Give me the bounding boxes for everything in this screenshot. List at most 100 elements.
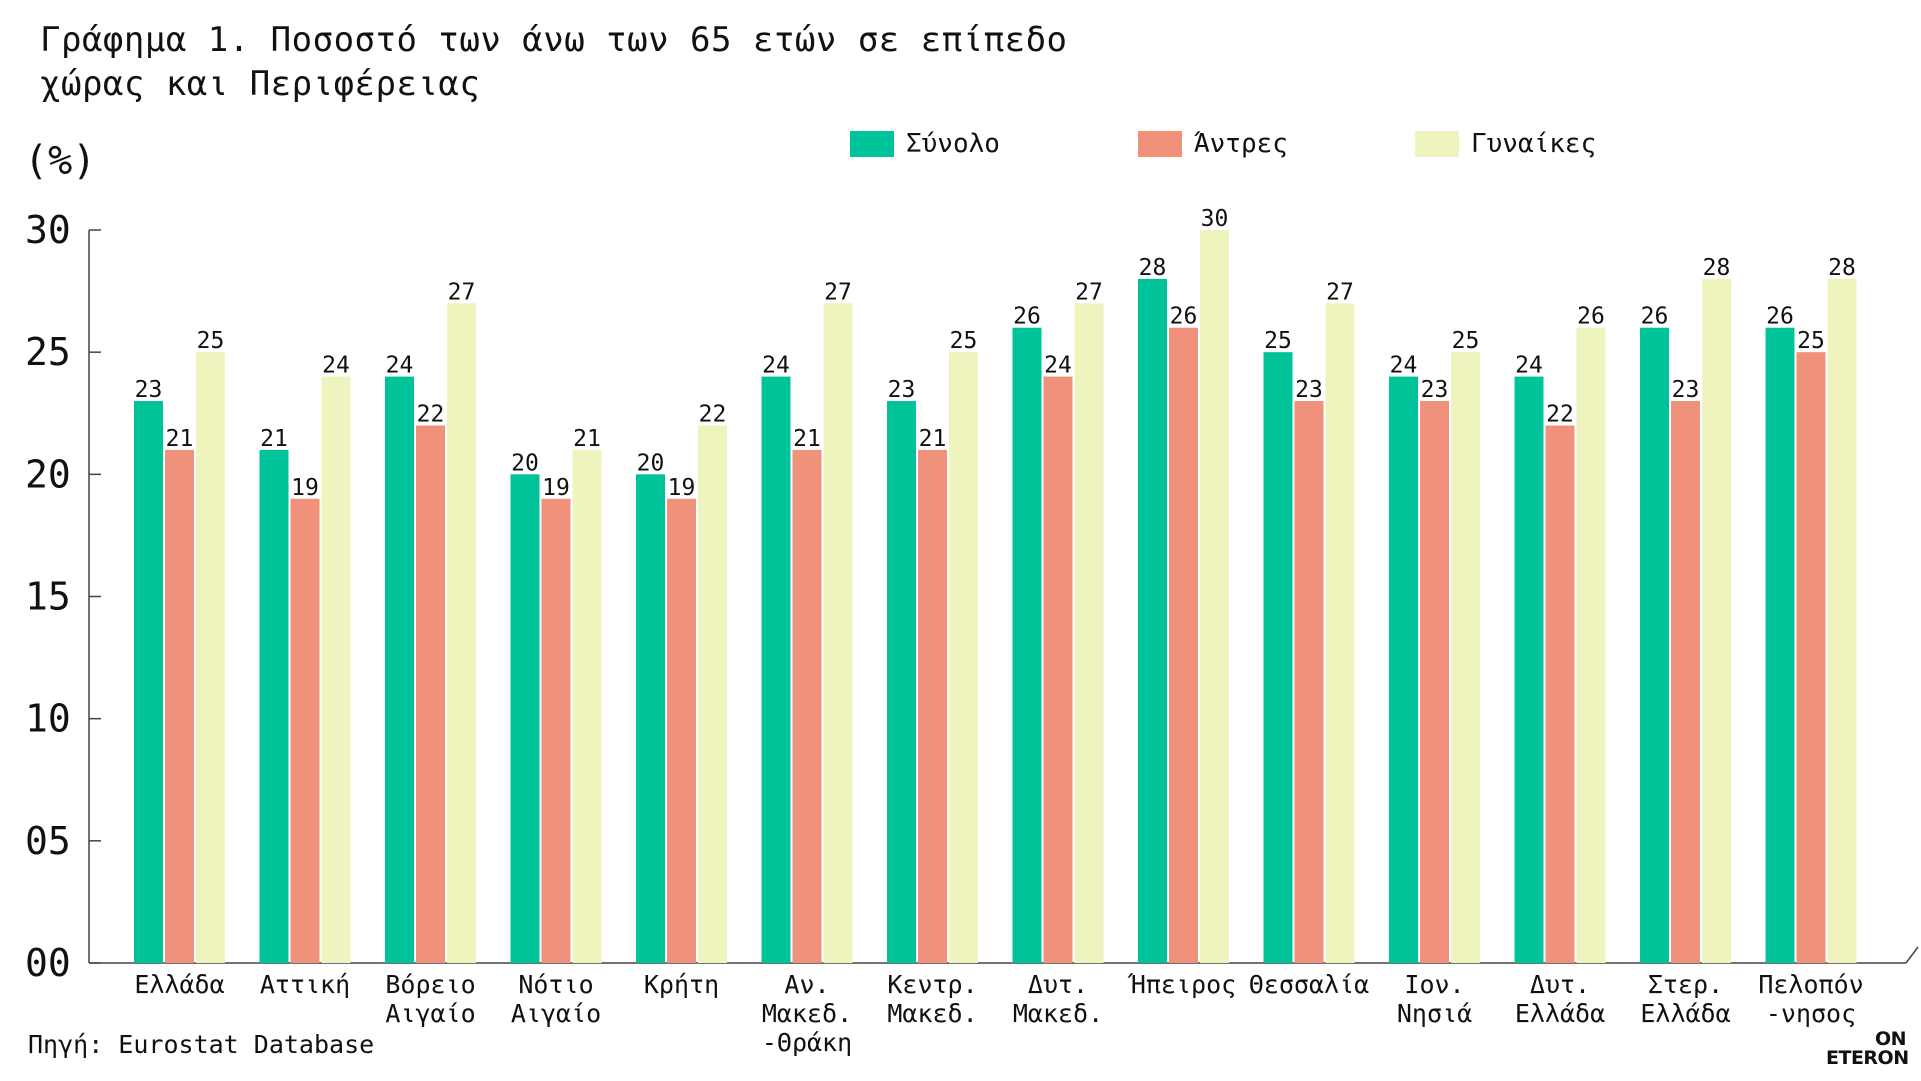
legend-label-men: Άντρες xyxy=(1194,129,1288,159)
data-label-4-0: 20 xyxy=(637,450,665,476)
bar-12-0 xyxy=(1640,327,1669,963)
bar-13-2 xyxy=(1827,278,1857,963)
data-label-9-1: 23 xyxy=(1295,377,1323,403)
category-label-4-0: Κρήτη xyxy=(644,970,719,999)
y-axis-unit-label: (%) xyxy=(24,138,97,184)
legend-label-total: Σύνολο xyxy=(906,129,1000,159)
bar-5-0 xyxy=(761,376,791,964)
data-label-10-2: 25 xyxy=(1452,328,1480,354)
legend-swatch-women xyxy=(1415,131,1459,157)
bar-1-0 xyxy=(259,449,289,963)
bar-10-1 xyxy=(1420,401,1449,963)
category-label-0-0: Ελλάδα xyxy=(134,970,224,999)
category-label-5-1: Μακεδ. xyxy=(762,999,852,1028)
bar-7-1 xyxy=(1043,376,1073,964)
data-label-2-2: 27 xyxy=(448,279,476,305)
legend-label-women: Γυναίκες xyxy=(1471,129,1597,159)
bar-12-1 xyxy=(1671,401,1700,963)
data-label-8-1: 26 xyxy=(1170,304,1198,330)
chart-title-line-1: Γράφημα 1. Ποσοστό των άνω των 65 ετών σ… xyxy=(40,20,1068,60)
data-label-12-2: 28 xyxy=(1703,255,1731,281)
legend: Σύνολο Άντρες Γυναίκες xyxy=(0,126,1921,166)
bar-13-1 xyxy=(1796,352,1826,964)
legend-swatch-men xyxy=(1138,131,1182,157)
data-label-12-0: 26 xyxy=(1641,304,1669,330)
data-label-8-0: 28 xyxy=(1139,255,1167,281)
data-label-7-2: 27 xyxy=(1075,279,1103,305)
y-tick-label-6: 30 xyxy=(25,208,71,252)
bar-5-1 xyxy=(792,449,822,963)
bar-11-2 xyxy=(1576,327,1606,963)
bar-3-2 xyxy=(572,449,602,963)
data-label-4-1: 19 xyxy=(668,475,696,501)
category-label-6-0: Κεντρ. xyxy=(887,970,977,999)
category-label-13-0: Πελοπόν xyxy=(1758,970,1863,999)
data-label-6-2: 25 xyxy=(950,328,978,354)
legend-item-men: Άντρες xyxy=(1138,126,1288,162)
bar-2-1 xyxy=(416,425,445,963)
bar-0-0 xyxy=(134,401,163,963)
bar-11-1 xyxy=(1545,425,1575,963)
data-label-3-1: 19 xyxy=(542,475,570,501)
bar-7-2 xyxy=(1074,303,1104,963)
data-label-0-0: 23 xyxy=(135,377,163,403)
bar-1-1 xyxy=(290,498,320,963)
data-label-11-0: 24 xyxy=(1515,353,1543,379)
category-label-1-0: Αττική xyxy=(260,970,350,999)
chart-title: Γράφημα 1. Ποσοστό των άνω των 65 ετών σ… xyxy=(40,18,1068,106)
data-label-7-1: 24 xyxy=(1044,353,1072,379)
bar-8-0 xyxy=(1138,278,1167,963)
legend-item-total: Σύνολο xyxy=(850,126,1000,162)
data-label-13-2: 28 xyxy=(1828,255,1856,281)
bar-10-2 xyxy=(1451,352,1480,964)
source-note: Πηγή: Eurostat Database xyxy=(28,1030,375,1059)
data-label-5-0: 24 xyxy=(762,353,790,379)
bar-3-0 xyxy=(510,474,540,963)
bar-6-0 xyxy=(887,401,916,963)
data-label-0-1: 21 xyxy=(166,426,194,452)
category-label-10-1: Νησιά xyxy=(1397,999,1472,1028)
bar-2-0 xyxy=(385,376,414,964)
bar-12-2 xyxy=(1702,278,1731,963)
data-label-13-1: 25 xyxy=(1797,328,1825,354)
category-label-3-0: Νότιο xyxy=(518,970,593,999)
data-label-10-1: 23 xyxy=(1421,377,1449,403)
x-axis-end-mark xyxy=(1905,946,1919,964)
category-label-3-1: Αιγαίο xyxy=(511,999,601,1028)
bar-9-0 xyxy=(1263,352,1293,964)
data-label-11-1: 22 xyxy=(1546,401,1574,427)
bar-9-1 xyxy=(1294,401,1324,963)
bar-10-0 xyxy=(1389,376,1418,964)
data-label-5-1: 21 xyxy=(793,426,821,452)
data-label-5-2: 27 xyxy=(824,279,852,305)
y-tick-label-0: 00 xyxy=(25,941,71,985)
data-label-0-2: 25 xyxy=(197,328,225,354)
bar-11-0 xyxy=(1514,376,1544,964)
category-label-12-1: Ελλάδα xyxy=(1640,999,1730,1028)
category-label-7-1: Μακεδ. xyxy=(1013,999,1103,1028)
bar-13-0 xyxy=(1765,327,1795,963)
data-label-2-0: 24 xyxy=(386,353,414,379)
category-label-9-0: Θεσσαλία xyxy=(1249,970,1369,999)
data-label-9-2: 27 xyxy=(1326,279,1354,305)
chart-title-line-2: χώρας και Περιφέρειας xyxy=(40,64,481,104)
category-label-11-0: Δυτ. xyxy=(1530,970,1590,999)
y-tick-label-3: 15 xyxy=(25,575,71,619)
bar-8-1 xyxy=(1169,327,1198,963)
bar-3-1 xyxy=(541,498,571,963)
bar-6-1 xyxy=(918,449,947,963)
data-label-1-1: 19 xyxy=(291,475,319,501)
data-label-13-0: 26 xyxy=(1766,304,1794,330)
category-label-6-1: Μακεδ. xyxy=(887,999,977,1028)
category-label-5-0: Αν. xyxy=(784,970,829,999)
data-label-1-2: 24 xyxy=(322,353,350,379)
bar-0-1 xyxy=(165,449,194,963)
logo-line-1: ON xyxy=(1874,1028,1907,1050)
bar-9-2 xyxy=(1325,303,1355,963)
legend-swatch-total xyxy=(850,131,894,157)
category-label-5-2: -Θράκη xyxy=(762,1028,852,1057)
category-label-7-0: Δυτ. xyxy=(1028,970,1088,999)
data-label-2-1: 22 xyxy=(417,401,445,427)
bar-0-2 xyxy=(196,352,225,964)
